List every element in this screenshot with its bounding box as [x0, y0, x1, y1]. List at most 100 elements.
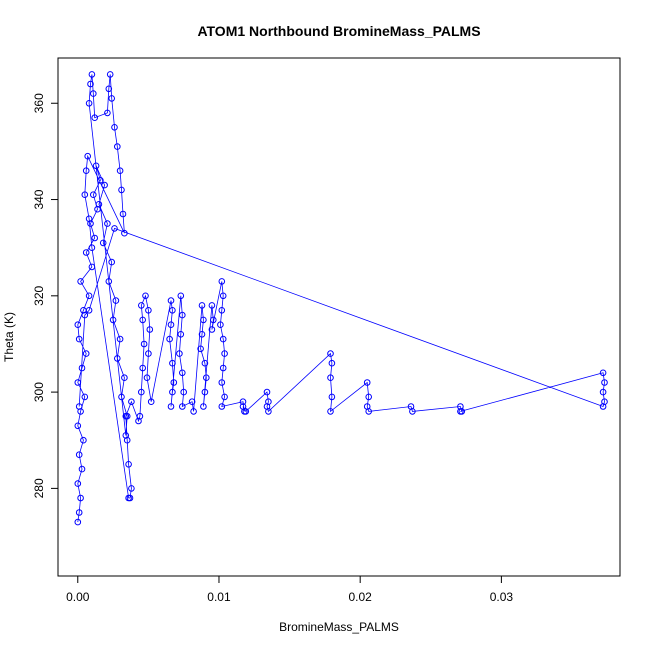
- data-point: [88, 244, 96, 251]
- data-point: [363, 379, 371, 386]
- data-point: [328, 359, 336, 367]
- data-point: [118, 186, 125, 194]
- data-point: [116, 335, 124, 343]
- data-point: [177, 292, 185, 300]
- data-point: [176, 350, 183, 357]
- data-point: [82, 350, 90, 357]
- data-point: [126, 494, 134, 502]
- data-point: [179, 311, 186, 319]
- data-point: [85, 215, 93, 223]
- data-point: [105, 278, 113, 285]
- data-point: [146, 326, 154, 333]
- data-point: [179, 403, 186, 410]
- data-point: [188, 398, 196, 406]
- y-axis: 280 300 320 340 360: [32, 93, 59, 498]
- data-point: [85, 307, 93, 314]
- data-point: [111, 225, 118, 232]
- data-point: [78, 465, 86, 473]
- data-point: [123, 436, 131, 444]
- data-point: [75, 509, 83, 516]
- data-point: [457, 408, 464, 415]
- data-point: [91, 114, 98, 121]
- data-point: [169, 359, 176, 367]
- data-point: [112, 297, 120, 304]
- data-point: [218, 403, 226, 410]
- data-point: [85, 100, 93, 107]
- data-point: [106, 71, 114, 78]
- data-point: [167, 297, 175, 304]
- data-point: [118, 393, 125, 401]
- data-point: [77, 278, 84, 285]
- data-point: [200, 316, 207, 324]
- x-tick-label: 0.01: [207, 590, 231, 604]
- data-point: [104, 220, 111, 227]
- data-point: [91, 234, 98, 242]
- data-point: [239, 398, 247, 406]
- data-point: [90, 191, 97, 198]
- data-point: [201, 388, 209, 396]
- data-point: [128, 398, 135, 406]
- chart-title: ATOM1 Northbound BromineMass_PALMS: [197, 23, 480, 39]
- data-point: [365, 393, 373, 401]
- data-point: [198, 302, 206, 309]
- data-point: [74, 379, 82, 386]
- data-point: [108, 95, 115, 102]
- data-point: [82, 249, 90, 256]
- data-point: [221, 393, 228, 401]
- data-point: [167, 403, 175, 410]
- data-point: [75, 451, 83, 459]
- data-point: [409, 408, 416, 415]
- data-point: [208, 302, 216, 309]
- data-point: [105, 85, 113, 93]
- data-point: [145, 350, 152, 357]
- data-point: [74, 480, 82, 487]
- data-point: [200, 403, 207, 410]
- data-point: [210, 316, 217, 324]
- data-point: [140, 340, 148, 348]
- data-point: [221, 350, 228, 357]
- data-point: [138, 388, 145, 396]
- data-point: [180, 388, 187, 396]
- data-point: [198, 331, 206, 338]
- data-point: [80, 436, 87, 444]
- data-point: [97, 177, 104, 184]
- data-point: [167, 321, 175, 329]
- data-point: [85, 292, 93, 300]
- data-point: [122, 412, 130, 420]
- data-point: [119, 210, 127, 218]
- y-tick-label: 280: [32, 478, 46, 498]
- data-point: [109, 316, 117, 324]
- data-point: [201, 359, 209, 367]
- data-point: [128, 485, 135, 492]
- data-point: [104, 109, 111, 117]
- data-point: [599, 369, 607, 377]
- data-point: [166, 335, 173, 343]
- data-point: [219, 364, 227, 372]
- data-point: [75, 335, 83, 343]
- data-point: [239, 403, 247, 410]
- data-point: [197, 345, 204, 353]
- data-point: [327, 350, 334, 357]
- data-point: [101, 181, 108, 189]
- x-tick-label: 0.00: [66, 590, 90, 604]
- data-point: [121, 374, 128, 382]
- data-point: [263, 388, 271, 396]
- data-point: [601, 379, 608, 386]
- data-point: [90, 90, 97, 97]
- x-axis-label: BromineMass_PALMS: [279, 620, 399, 634]
- series-line: [77, 74, 605, 523]
- data-point: [170, 379, 178, 386]
- data-point: [81, 311, 89, 319]
- plot-area: [74, 71, 608, 526]
- data-point: [177, 331, 185, 338]
- data-point: [147, 398, 155, 406]
- data-point: [265, 408, 272, 415]
- data-point: [599, 388, 607, 396]
- x-tick-label: 0.02: [349, 590, 373, 604]
- data-point: [114, 143, 121, 150]
- data-point: [88, 71, 96, 78]
- data-point: [125, 461, 132, 468]
- data-point: [328, 393, 336, 401]
